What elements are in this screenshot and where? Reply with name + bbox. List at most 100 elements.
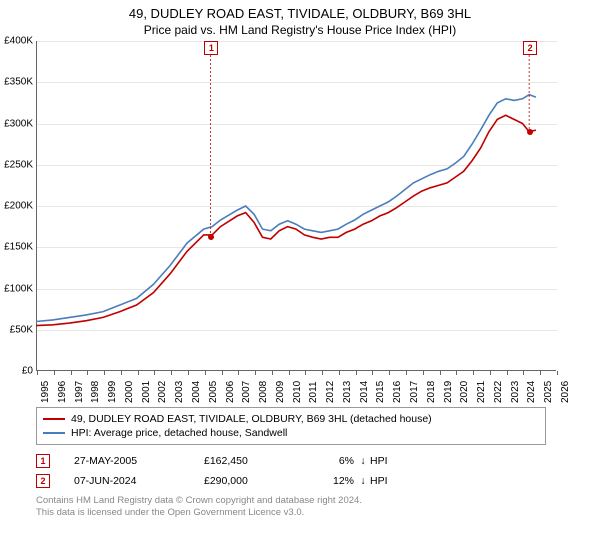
x-axis-label: 2011: [308, 381, 319, 403]
transaction-row: 1 27-MAY-2005£162,4506%↓HPI: [36, 451, 590, 471]
x-axis-label: 2023: [510, 381, 521, 403]
x-tick: [507, 371, 508, 375]
y-axis-label: £400K: [0, 36, 33, 47]
x-tick: [138, 371, 139, 375]
transaction-pct: 12%: [314, 475, 356, 487]
chart-title-address: 49, DUDLEY ROAD EAST, TIVIDALE, OLDBURY,…: [0, 0, 600, 21]
x-tick: [154, 371, 155, 375]
x-tick: [188, 371, 189, 375]
x-tick: [238, 371, 239, 375]
chart-lines: [36, 41, 556, 371]
y-axis-label: £50K: [0, 324, 33, 335]
x-axis-label: 1996: [57, 381, 68, 403]
footer-line-1: Contains HM Land Registry data © Crown c…: [36, 495, 590, 507]
y-axis-label: £100K: [0, 283, 33, 294]
x-axis-label: 2014: [359, 381, 370, 403]
y-axis-label: £250K: [0, 159, 33, 170]
transaction-row: 2 07-JUN-2024£290,00012%↓HPI: [36, 471, 590, 491]
x-axis-label: 2018: [426, 381, 437, 403]
x-tick: [171, 371, 172, 375]
series-line-hpi: [36, 95, 536, 322]
x-axis-label: 2012: [325, 381, 336, 403]
transaction-hpi-label: HPI: [370, 455, 410, 467]
x-axis-label: 2024: [526, 381, 537, 403]
x-axis-label: 2008: [258, 381, 269, 403]
transaction-pct: 6%: [314, 455, 356, 467]
chart-area: £0£50K£100K£150K£200K£250K£300K£350K£400…: [36, 41, 596, 401]
x-tick: [372, 371, 373, 375]
x-axis-label: 2025: [543, 381, 554, 403]
x-tick: [54, 371, 55, 375]
x-axis-label: 2017: [409, 381, 420, 403]
x-axis-label: 2020: [459, 381, 470, 403]
x-axis-label: 2000: [124, 381, 135, 403]
x-tick: [205, 371, 206, 375]
legend-row: 49, DUDLEY ROAD EAST, TIVIDALE, OLDBURY,…: [43, 412, 539, 426]
y-axis-label: £0: [0, 366, 33, 377]
transaction-number-box: 1: [36, 454, 50, 468]
transaction-date: 07-JUN-2024: [74, 475, 204, 487]
chart-subtitle: Price paid vs. HM Land Registry's House …: [0, 21, 600, 41]
x-tick: [37, 371, 38, 375]
x-axis-label: 1997: [74, 381, 85, 403]
x-tick: [490, 371, 491, 375]
x-tick: [339, 371, 340, 375]
legend: 49, DUDLEY ROAD EAST, TIVIDALE, OLDBURY,…: [36, 407, 546, 445]
transaction-table: 1 27-MAY-2005£162,4506%↓HPI 2 07-JUN-2024£2…: [36, 451, 590, 491]
x-axis-label: 2022: [493, 381, 504, 403]
x-axis-label: 2001: [141, 381, 152, 403]
legend-row: HPI: Average price, detached house, Sand…: [43, 426, 539, 440]
x-axis-label: 2007: [241, 381, 252, 403]
x-tick: [222, 371, 223, 375]
y-axis-label: £300K: [0, 118, 33, 129]
transaction-hpi-label: HPI: [370, 475, 410, 487]
transaction-price: £290,000: [204, 475, 314, 487]
x-tick: [406, 371, 407, 375]
x-tick: [456, 371, 457, 375]
x-axis-label: 2010: [292, 381, 303, 403]
x-axis-label: 2006: [225, 381, 236, 403]
x-tick: [440, 371, 441, 375]
transaction-date: 27-MAY-2005: [74, 455, 204, 467]
x-axis-label: 2015: [375, 381, 386, 403]
x-tick: [87, 371, 88, 375]
x-tick: [121, 371, 122, 375]
x-axis-label: 2026: [560, 381, 571, 403]
y-axis-label: £350K: [0, 77, 33, 88]
x-tick: [473, 371, 474, 375]
x-tick: [289, 371, 290, 375]
y-axis-label: £200K: [0, 201, 33, 212]
legend-swatch: [43, 432, 65, 434]
legend-swatch: [43, 418, 65, 420]
x-axis-label: 2013: [342, 381, 353, 403]
x-axis-label: 2009: [275, 381, 286, 403]
x-tick: [322, 371, 323, 375]
down-arrow-icon: ↓: [356, 455, 370, 467]
x-tick: [540, 371, 541, 375]
legend-label: HPI: Average price, detached house, Sand…: [71, 427, 287, 439]
x-tick: [71, 371, 72, 375]
x-axis-label: 2016: [392, 381, 403, 403]
x-axis-label: 1999: [107, 381, 118, 403]
x-tick: [356, 371, 357, 375]
legend-label: 49, DUDLEY ROAD EAST, TIVIDALE, OLDBURY,…: [71, 413, 432, 425]
footer-line-2: This data is licensed under the Open Gov…: [36, 507, 590, 519]
x-tick: [423, 371, 424, 375]
x-axis-label: 2004: [191, 381, 202, 403]
x-tick: [557, 371, 558, 375]
x-axis-label: 2021: [476, 381, 487, 403]
x-tick: [104, 371, 105, 375]
x-tick: [272, 371, 273, 375]
x-axis-label: 2003: [174, 381, 185, 403]
x-tick: [305, 371, 306, 375]
x-tick: [389, 371, 390, 375]
x-axis-label: 2002: [157, 381, 168, 403]
footer-attribution: Contains HM Land Registry data © Crown c…: [36, 495, 590, 520]
y-axis-label: £150K: [0, 242, 33, 253]
x-axis-label: 2019: [443, 381, 454, 403]
x-axis-label: 1995: [40, 381, 51, 403]
transaction-price: £162,450: [204, 455, 314, 467]
x-tick: [523, 371, 524, 375]
down-arrow-icon: ↓: [356, 475, 370, 487]
transaction-number-box: 2: [36, 474, 50, 488]
